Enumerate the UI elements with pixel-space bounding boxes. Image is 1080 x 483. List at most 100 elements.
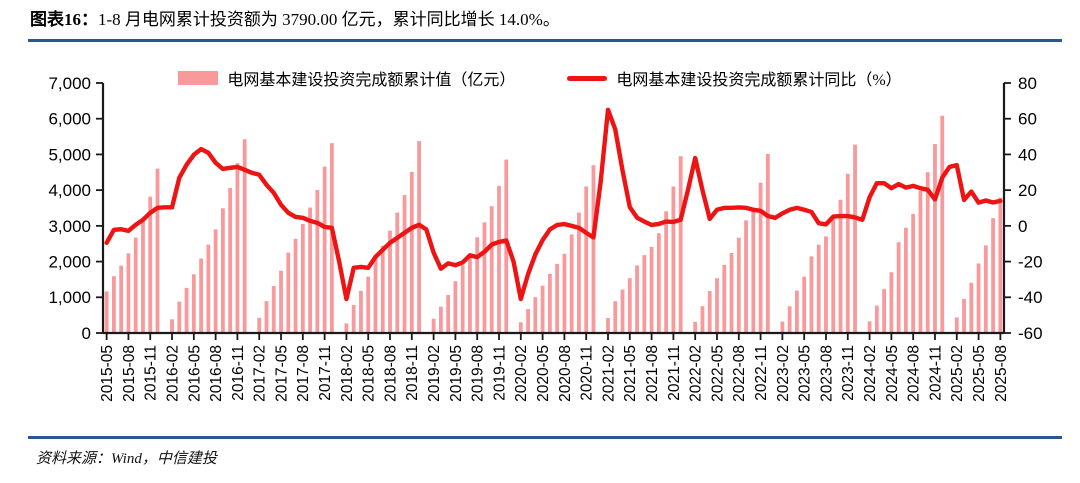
bar bbox=[700, 306, 705, 333]
bar bbox=[845, 173, 850, 333]
bar bbox=[271, 286, 276, 333]
bar bbox=[998, 197, 1003, 333]
svg-text:2015-05: 2015-05 bbox=[99, 345, 116, 402]
bar bbox=[940, 115, 945, 333]
bar bbox=[911, 214, 916, 333]
bar bbox=[446, 295, 451, 333]
svg-text:2016-05: 2016-05 bbox=[186, 345, 203, 402]
bar bbox=[388, 230, 392, 333]
bar bbox=[104, 291, 109, 333]
svg-text:2022-05: 2022-05 bbox=[709, 345, 726, 402]
svg-text:40: 40 bbox=[1018, 145, 1037, 164]
bar bbox=[824, 236, 828, 333]
svg-text:7,000: 7,000 bbox=[48, 74, 91, 93]
bar bbox=[765, 154, 770, 333]
bar bbox=[489, 206, 494, 333]
svg-text:60: 60 bbox=[1018, 110, 1037, 129]
svg-text:0: 0 bbox=[1018, 217, 1027, 236]
bar bbox=[242, 139, 247, 333]
y-axis-right-labels: -60 -40 -20 0 20 40 60 80 bbox=[1018, 74, 1043, 343]
bar bbox=[126, 253, 131, 333]
bar bbox=[715, 278, 719, 333]
bar bbox=[562, 253, 567, 333]
svg-text:2019-02: 2019-02 bbox=[426, 345, 443, 402]
x-axis-labels: 2015-05 2015-08 2015-11 2016-02 2016-05 2016-… bbox=[99, 345, 1010, 402]
bar bbox=[170, 319, 174, 333]
bar bbox=[344, 323, 349, 333]
svg-text:5,000: 5,000 bbox=[48, 145, 91, 164]
bar bbox=[954, 317, 959, 333]
bar bbox=[460, 265, 465, 333]
figure-number: 图表16： bbox=[30, 10, 98, 29]
svg-text:2023-02: 2023-02 bbox=[775, 345, 792, 402]
bar bbox=[351, 305, 356, 333]
svg-text:2022-11: 2022-11 bbox=[753, 345, 770, 401]
bar bbox=[569, 234, 574, 333]
svg-text:2023-11: 2023-11 bbox=[840, 345, 857, 401]
svg-text:2021-08: 2021-08 bbox=[644, 345, 661, 402]
svg-text:2018-11: 2018-11 bbox=[404, 345, 421, 401]
line-series bbox=[104, 107, 1003, 302]
svg-text:2022-02: 2022-02 bbox=[688, 345, 705, 402]
svg-text:80: 80 bbox=[1018, 74, 1037, 93]
bar bbox=[148, 196, 153, 333]
bar bbox=[540, 285, 545, 333]
svg-text:2024-05: 2024-05 bbox=[884, 345, 901, 402]
bar bbox=[497, 185, 501, 333]
svg-text:2025-02: 2025-02 bbox=[949, 345, 966, 402]
bar bbox=[758, 182, 763, 333]
bar bbox=[526, 309, 530, 333]
bar bbox=[867, 321, 872, 333]
bar bbox=[722, 264, 727, 333]
svg-text:2015-08: 2015-08 bbox=[121, 345, 138, 402]
legend-item-bars: 电网基本建设投资完成额累计值（亿元） bbox=[178, 66, 515, 90]
bar bbox=[671, 186, 676, 333]
bar bbox=[293, 238, 298, 333]
bar bbox=[729, 253, 734, 333]
figure-title-text: 1-8 月电网累计投资额为 3790.00 亿元，累计同比增长 14.0%。 bbox=[98, 10, 560, 29]
svg-text:2021-05: 2021-05 bbox=[622, 345, 639, 402]
bar bbox=[264, 301, 269, 333]
bars-series bbox=[104, 115, 1003, 333]
bar bbox=[453, 281, 458, 333]
svg-text:2016-02: 2016-02 bbox=[164, 345, 181, 402]
svg-text:6,000: 6,000 bbox=[48, 110, 91, 129]
svg-text:4,000: 4,000 bbox=[48, 181, 91, 200]
bar bbox=[620, 289, 625, 333]
bar bbox=[591, 165, 596, 333]
bar bbox=[315, 190, 320, 333]
bar bbox=[409, 171, 414, 333]
svg-text:2018-05: 2018-05 bbox=[361, 345, 378, 402]
bar bbox=[359, 290, 363, 333]
bar bbox=[133, 237, 138, 333]
legend-line-label: 电网基本建设投资完成额累计同比（%） bbox=[616, 72, 902, 89]
bar-swatch-icon bbox=[178, 71, 219, 85]
bar bbox=[213, 229, 218, 333]
svg-text:2019-05: 2019-05 bbox=[448, 345, 465, 402]
bar bbox=[119, 265, 124, 333]
bar bbox=[206, 244, 211, 333]
legend-item-line: 电网基本建设投资完成额累计同比（%） bbox=[567, 66, 902, 90]
bar bbox=[809, 256, 814, 333]
svg-text:2,000: 2,000 bbox=[48, 253, 91, 272]
svg-text:2024-02: 2024-02 bbox=[862, 345, 879, 402]
svg-text:2020-08: 2020-08 bbox=[557, 345, 574, 402]
bar bbox=[257, 317, 262, 333]
source-note: 资料来源：Wind，中信建投 bbox=[36, 451, 217, 467]
bar bbox=[933, 144, 937, 333]
bar bbox=[395, 212, 400, 333]
bar bbox=[606, 318, 610, 333]
bar bbox=[577, 212, 581, 333]
svg-text:2023-05: 2023-05 bbox=[797, 345, 814, 402]
bar bbox=[547, 273, 552, 333]
bar bbox=[983, 245, 988, 333]
bar bbox=[475, 237, 480, 333]
bar bbox=[795, 290, 799, 333]
svg-text:2021-02: 2021-02 bbox=[600, 345, 617, 402]
bar bbox=[533, 297, 538, 333]
legend-bar-label: 电网基本建设投资完成额累计值（亿元） bbox=[227, 72, 516, 89]
top-divider bbox=[28, 39, 1062, 42]
bar bbox=[656, 233, 661, 333]
bar bbox=[693, 321, 698, 333]
svg-text:2015-11: 2015-11 bbox=[143, 345, 160, 401]
